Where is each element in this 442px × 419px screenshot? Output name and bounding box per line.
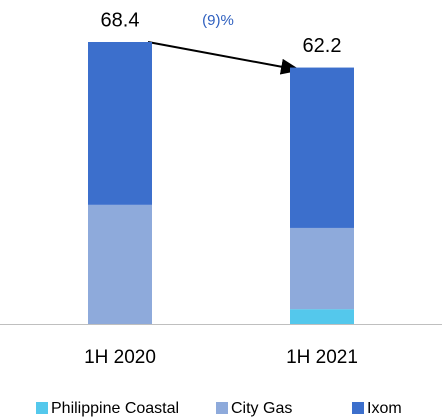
legend-swatch — [216, 402, 228, 414]
change-arrow — [147, 41, 301, 75]
legend-label: Philippine Coastal — [51, 400, 179, 417]
legend-swatch — [36, 402, 48, 414]
x-tick-label: 1H 2021 — [286, 347, 358, 368]
bar-segment — [290, 309, 354, 324]
legend-label: City Gas — [231, 400, 292, 417]
total-label: 68.4 — [101, 9, 140, 31]
bar-segment — [290, 67, 354, 228]
bar-segment — [88, 204, 152, 324]
legend-label: Ixom — [367, 400, 402, 417]
bar-segment — [290, 227, 354, 310]
x-tick-label: 1H 2020 — [84, 347, 156, 368]
legend-swatch — [352, 402, 364, 414]
total-label: 62.2 — [303, 35, 342, 57]
change-annotation: (9)% — [202, 12, 234, 29]
bar-segment — [88, 42, 152, 205]
